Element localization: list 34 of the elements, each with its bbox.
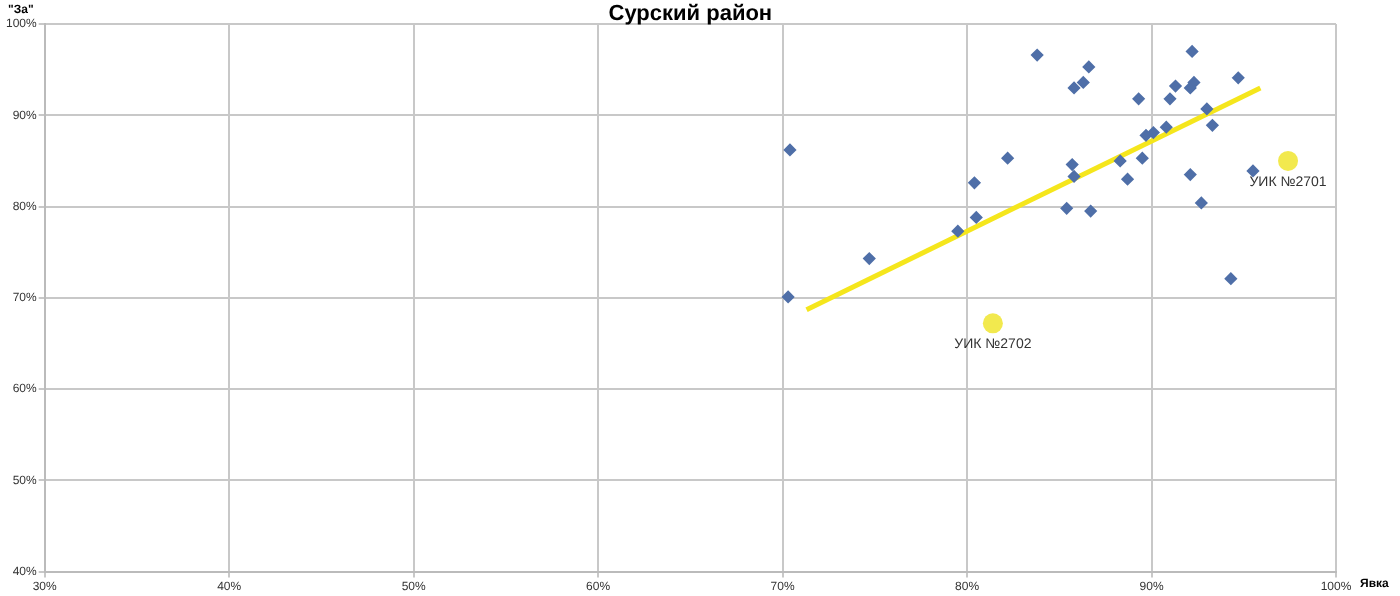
chart-title: Сурский район (608, 2, 773, 27)
point (1232, 71, 1245, 85)
point (1001, 151, 1014, 165)
point (951, 224, 965, 238)
point (1185, 45, 1199, 58)
point (1278, 150, 1299, 171)
point (1030, 48, 1044, 62)
point (1169, 79, 1182, 93)
point (1060, 202, 1073, 215)
point (1224, 272, 1238, 285)
point (1187, 76, 1201, 89)
point (1147, 126, 1160, 139)
point (970, 211, 983, 224)
point (1206, 119, 1219, 132)
point (1121, 172, 1134, 186)
point (1163, 92, 1177, 106)
point (1160, 120, 1173, 134)
point (1067, 170, 1081, 183)
point (863, 252, 876, 265)
point (1113, 154, 1127, 168)
point (1067, 81, 1081, 95)
point (1082, 60, 1096, 74)
point (1136, 151, 1149, 165)
point (1200, 102, 1214, 116)
point (1084, 204, 1097, 218)
point (1195, 196, 1208, 210)
point (783, 143, 797, 157)
point (781, 290, 795, 304)
point (1066, 158, 1079, 171)
point (1077, 76, 1090, 89)
point (982, 313, 1003, 334)
point (1184, 168, 1197, 181)
point (1132, 92, 1145, 106)
point (968, 176, 981, 189)
